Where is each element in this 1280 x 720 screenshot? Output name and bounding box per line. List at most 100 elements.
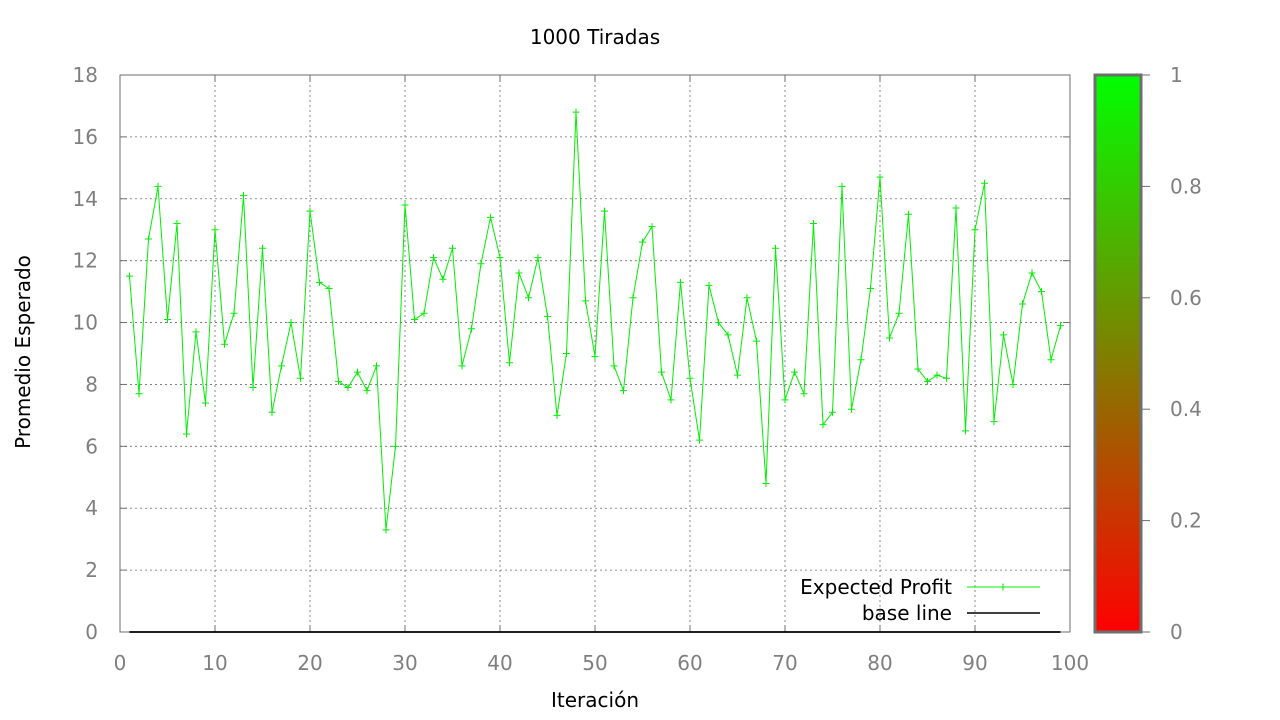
data-point: [572, 108, 580, 116]
data-point: [240, 192, 247, 200]
data-point: [382, 526, 390, 534]
data-point: [496, 254, 504, 262]
y-tick-label: 4: [85, 496, 98, 520]
legend-marker-expected-profit: [999, 583, 1007, 591]
data-point: [154, 182, 162, 190]
data-point: [306, 207, 314, 215]
legend: Expected Profit base line: [800, 575, 1040, 625]
data-point: [316, 278, 323, 286]
series-layer: [126, 108, 1064, 633]
data-point: [753, 337, 760, 345]
data-point: [430, 254, 437, 262]
data-point: [544, 312, 551, 320]
colorbar-tick-label: 0.6: [1170, 286, 1202, 310]
data-point: [705, 281, 713, 289]
data-point: [401, 201, 409, 209]
data-point: [1000, 331, 1007, 339]
data-point: [781, 396, 789, 404]
y-tick-label: 2: [85, 558, 98, 582]
data-point: [924, 377, 931, 385]
data-point: [886, 334, 893, 342]
data-point: [325, 285, 333, 293]
y-tick-label: 12: [73, 249, 98, 273]
data-point: [439, 275, 447, 283]
y-tick-label: 18: [73, 63, 98, 87]
data-point: [420, 309, 428, 317]
data-point: [344, 384, 352, 392]
data-point: [534, 254, 542, 262]
data-point: [126, 272, 133, 280]
x-tick-label: 50: [582, 651, 607, 675]
colorbar-tick-label: 1: [1170, 63, 1183, 87]
y-tick-label: 6: [85, 434, 98, 458]
data-point: [601, 207, 608, 215]
data-point: [259, 244, 266, 252]
x-tick-label: 70: [772, 651, 797, 675]
data-point: [696, 436, 703, 444]
data-point: [810, 220, 817, 228]
data-point: [477, 260, 485, 268]
axis-ticks: [119, 74, 1071, 633]
x-tick-label: 10: [202, 651, 227, 675]
data-point: [743, 294, 751, 302]
data-point: [164, 315, 171, 323]
data-point: [990, 418, 998, 426]
y-tick-label: 10: [73, 311, 98, 335]
data-point: [610, 362, 618, 370]
data-point: [135, 390, 143, 398]
y-tick-label: 8: [85, 372, 98, 396]
data-point: [1009, 380, 1017, 388]
colorbar-tick-label: 0.2: [1170, 509, 1202, 533]
data-point: [297, 374, 304, 382]
data-point: [933, 371, 941, 379]
data-point: [1057, 322, 1064, 330]
data-point: [620, 387, 627, 395]
data-point: [791, 368, 798, 376]
data-point: [335, 377, 342, 385]
data-point: [230, 309, 238, 317]
data-point: [363, 387, 371, 395]
data-point: [905, 210, 912, 218]
data-point: [392, 442, 399, 450]
data-point: [525, 294, 532, 302]
data-point: [952, 204, 960, 212]
data-point: [848, 405, 855, 413]
data-point: [1028, 269, 1036, 277]
x-tick-label: 0: [114, 651, 127, 675]
x-tick-label: 100: [1051, 651, 1089, 675]
data-point: [211, 226, 219, 234]
data-point: [639, 238, 646, 246]
data-point: [1019, 300, 1026, 308]
data-point: [582, 297, 589, 305]
data-point: [278, 362, 285, 370]
data-point: [192, 328, 200, 336]
data-point: [563, 350, 570, 357]
x-tick-label: 80: [867, 651, 892, 675]
chart-title: 1000 Tiradas: [530, 25, 660, 49]
data-point: [468, 325, 475, 333]
data-point: [1038, 288, 1045, 296]
colorbar-tick-label: 0.4: [1170, 397, 1202, 421]
data-point: [249, 384, 257, 392]
data-point: [221, 340, 228, 348]
data-point: [658, 368, 665, 376]
colorbar-tick-label: 0.8: [1170, 174, 1202, 198]
data-point: [819, 421, 827, 429]
data-point: [914, 365, 922, 373]
data-point: [895, 309, 903, 317]
data-point: [867, 285, 874, 293]
data-point: [943, 374, 950, 382]
y-axis-title: Promedio Esperado: [11, 255, 35, 449]
data-point: [838, 182, 846, 190]
data-point: [202, 399, 209, 407]
data-point: [971, 226, 979, 234]
data-point: [287, 319, 295, 327]
data-point: [648, 223, 656, 231]
data-point: [677, 278, 684, 286]
data-point: [667, 396, 675, 404]
data-point: [829, 408, 836, 416]
data-point: [506, 359, 513, 367]
colorbar-tick-label: 0: [1170, 620, 1183, 644]
x-axis-title: Iteración: [551, 688, 639, 712]
